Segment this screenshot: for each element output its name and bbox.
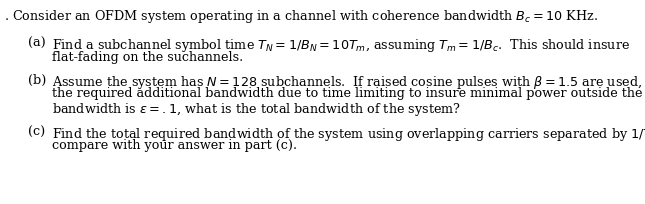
Text: bandwidth is $\epsilon = .1$, what is the total bandwidth of the system?: bandwidth is $\epsilon = .1$, what is th…	[52, 101, 461, 118]
Text: (b): (b)	[28, 74, 46, 86]
Text: Find a subchannel symbol time $T_N = 1/B_N = 10T_m$, assuming $T_m = 1/B_c$.  Th: Find a subchannel symbol time $T_N = 1/B…	[52, 37, 630, 54]
Text: (a): (a)	[28, 37, 46, 50]
Text: the required additional bandwidth due to time limiting to insure minimal power o: the required additional bandwidth due to…	[52, 87, 645, 100]
Text: Find the total required bandwidth of the system using overlapping carriers separ: Find the total required bandwidth of the…	[52, 125, 645, 142]
Text: Assume the system has $N = 128$ subchannels.  If raised cosine pulses with $\bet: Assume the system has $N = 128$ subchann…	[52, 74, 645, 91]
Text: flat-fading on the suchannels.: flat-fading on the suchannels.	[52, 50, 243, 63]
Text: compare with your answer in part (c).: compare with your answer in part (c).	[52, 139, 297, 152]
Text: (c): (c)	[28, 125, 45, 138]
Text: . Consider an OFDM system operating in a channel with coherence bandwidth $B_c =: . Consider an OFDM system operating in a…	[4, 8, 598, 25]
